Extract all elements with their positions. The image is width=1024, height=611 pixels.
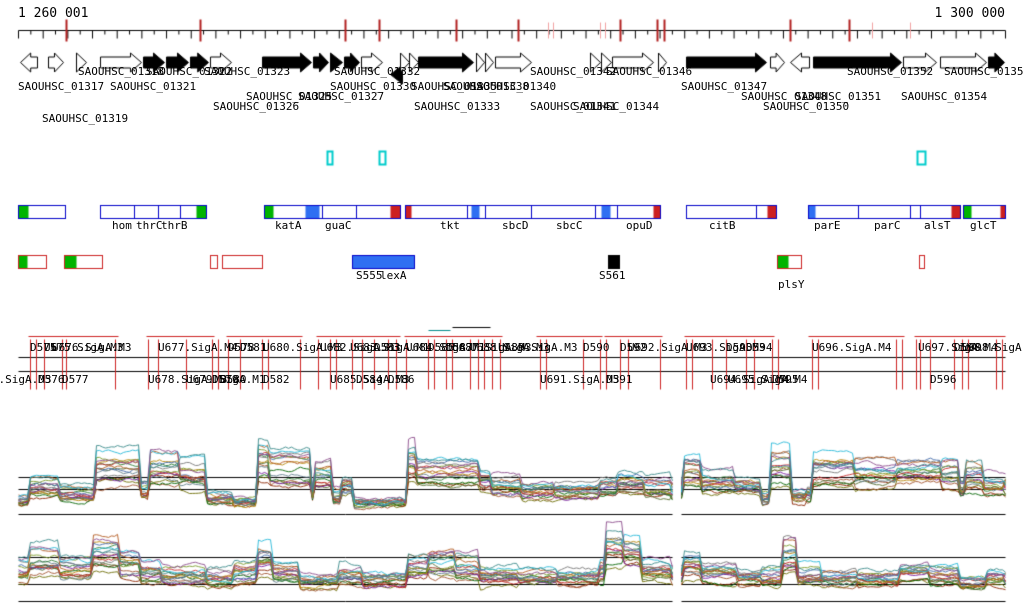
annotation-label-upper[interactable]: U693.SigA.M3 [686,341,766,354]
operon-gene-label[interactable]: hom [112,219,132,232]
annotation-label-lower[interactable]: U691.SigA.M3 [540,373,620,386]
annotation-label-lower[interactable]: D577 [62,373,89,386]
annotation-label-upper[interactable]: D583 [374,341,401,354]
annotation-label-upper[interactable]: D592 [620,341,647,354]
operon-gene-label[interactable]: opuD [626,219,653,232]
annotation-label-upper[interactable]: D587 [446,341,473,354]
annotation-label-upper[interactable]: U680.SigA.M3 [263,341,343,354]
gene-label[interactable]: SAOUHSC_01332 [334,65,421,78]
annotation-label-lower[interactable]: D582 [263,373,290,386]
gene-label[interactable]: SAOUHSC_01318 [78,65,165,78]
operon-gene-label[interactable]: alsT [924,219,951,232]
gene-label[interactable]: SAOUHSC_01326 [213,100,300,113]
gene-label[interactable]: SAOUHSC_01346 [606,65,693,78]
gene-label[interactable]: SAOUHSC_01356 [944,65,1024,78]
gene-label[interactable]: SAOUHSC_01354 [901,90,988,103]
annotation-label-upper[interactable]: U676.SigA.M3 [52,341,132,354]
feature-label[interactable]: S561 [599,269,626,282]
operon-gene-label[interactable]: guaC [325,219,352,232]
annotation-label-upper[interactable]: U675.SigA.M3 [44,341,124,354]
annotation-label-upper[interactable]: D575 [30,341,57,354]
annotation-label-lower[interactable]: U674.SigA.M3 [0,373,52,386]
annotation-label-upper[interactable]: D598 [954,341,981,354]
gene-label[interactable]: SAOUHSC_01322 [146,65,233,78]
annotation-label-upper[interactable]: D581 [240,341,267,354]
operon-gene-label[interactable]: sbcD [502,219,529,232]
annotation-label-upper[interactable]: U698.SigA.M3 [962,341,1024,354]
annotation-label-lower[interactable]: D576 [38,373,65,386]
gene-label[interactable]: SAOUHSC_01347 [681,80,768,93]
annotation-label-upper[interactable]: U692.SigA.M3 [628,341,708,354]
annotation-label-lower[interactable]: D591 [606,373,633,386]
gene-label[interactable]: SAOUHSC_01335 [411,80,498,93]
annotation-label-lower[interactable]: U679.SigA.M1 [186,373,266,386]
gene-label[interactable]: SAOUHSC_01333 [414,100,501,113]
annotation-label-lower[interactable]: D596 [930,373,957,386]
gene-label[interactable]: SAOUHSC_01352 [847,65,934,78]
gene-label[interactable]: SAOUHSC_01323 [204,65,291,78]
annotation-label-upper[interactable]: U696.SigA.M4 [812,341,892,354]
gene-label[interactable]: SAOUHSC_01325 [246,90,333,103]
gene-label[interactable]: SAOUHSC_01348 [741,90,828,103]
gene-label[interactable]: SAOUHSC_01321 [110,80,197,93]
operon-gene-label[interactable]: tkt [440,219,460,232]
feature-label[interactable]: lexA [380,269,407,282]
gene-label[interactable]: SAOUHSC_01330 [330,80,417,93]
operon-gene-label[interactable]: parC [874,219,901,232]
annotation-label-upper[interactable]: D585 [428,341,455,354]
operon-gene-label[interactable]: thrC [136,219,163,232]
annotation-label-lower[interactable]: D586 [388,373,415,386]
annotation-label-lower[interactable]: D584 [356,373,383,386]
gene-label[interactable]: SAOUHSC_01327 [298,90,385,103]
annotation-label-upper[interactable]: D594 [746,341,773,354]
operon-gene-label[interactable]: katA [275,219,302,232]
annotation-label-lower[interactable]: D579 [212,373,239,386]
ruler-start-label: 1 260 001 [18,6,89,21]
gene-label[interactable]: SAOUHSC_01341 [530,100,617,113]
gene-label[interactable]: SAOUHSC_01342 [530,65,617,78]
gene-label[interactable]: SAOUHSC_01317 [18,80,105,93]
gene-label[interactable]: SAOUHSC_01319 [42,112,129,125]
annotation-label-lower[interactable]: D595 [772,373,799,386]
operon-gene-label[interactable]: sbcC [556,219,583,232]
annotation-label-lower[interactable]: D580 [220,373,247,386]
operon-gene-label[interactable]: glcT [970,219,997,232]
operon-gene-label[interactable]: thrB [161,219,188,232]
gene-label[interactable]: SAOUHSC_01350 [763,100,850,113]
annotation-label-upper[interactable]: U697.SigA.M4 [918,341,998,354]
annotation-label-lower[interactable]: U678.SigA.M3 [148,373,228,386]
annotation-label-upper[interactable]: U683.SigA.M1 [350,341,430,354]
annotation-label-lower[interactable]: U695.SigA.M4 [728,373,808,386]
annotation-label-upper[interactable]: U687.SigA.M3 [452,341,532,354]
gene-label[interactable]: SAOUHSC_01344 [573,100,660,113]
annotation-label-upper[interactable]: D578 [228,341,255,354]
feature-label[interactable]: plsY [778,278,805,291]
annotation-label-upper[interactable]: U684.SigA.M1 [406,341,486,354]
annotation-label-upper[interactable]: U689.SigA.M3 [498,341,578,354]
operon-gene-label[interactable]: parE [814,219,841,232]
annotation-label-lower[interactable]: U685.SigA.M3 [330,373,410,386]
gene-label[interactable]: SAOUHSC_01340 [470,80,557,93]
annotation-label-upper[interactable]: D590 [583,341,610,354]
gene-label[interactable]: SAOUHSC_01338 [443,80,530,93]
annotation-label-lower[interactable]: U694.SigA.M4 [710,373,790,386]
gene-label[interactable]: SAOUHSC_01351 [795,90,882,103]
ruler-end-label: 1 300 000 [934,6,1005,21]
feature-label[interactable]: S555 [356,269,383,282]
annotation-label-upper[interactable]: U688.SigA.M3 [470,341,550,354]
annotation-label-upper[interactable]: D593 [726,341,753,354]
annotation-label-upper[interactable]: U677.SigA.M4 [158,341,238,354]
annotation-label-upper[interactable]: U682.SigA.M3 [320,341,400,354]
operon-gene-label[interactable]: citB [709,219,736,232]
